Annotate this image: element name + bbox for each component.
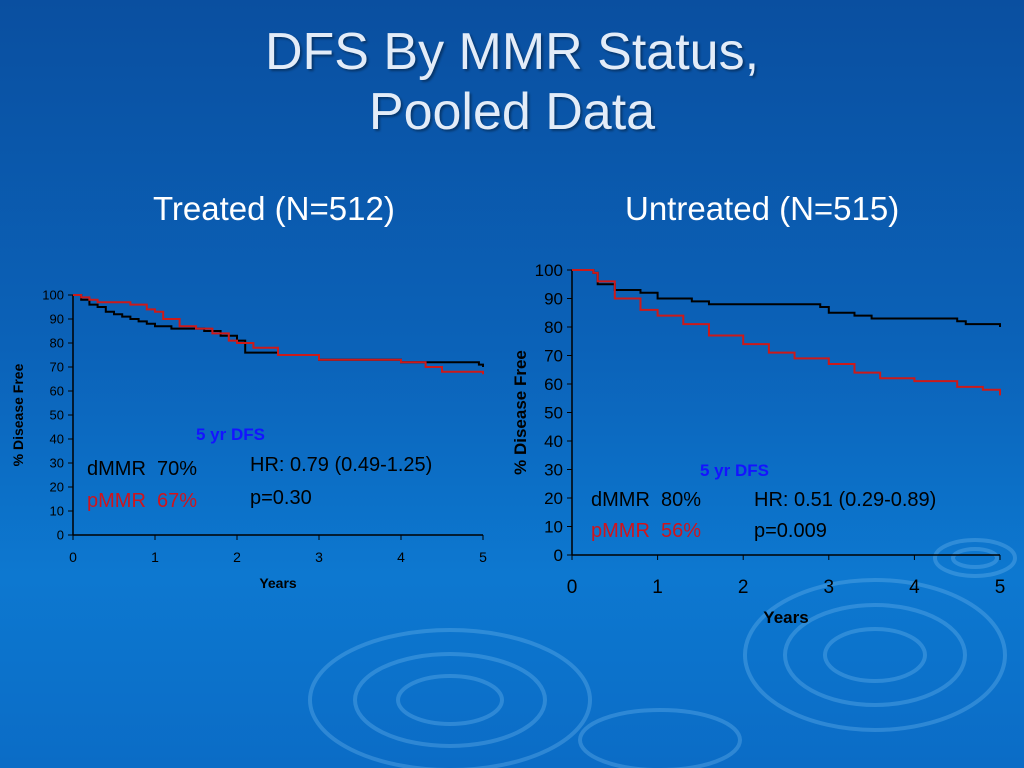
untreated-dmmr-name: dMMR [591, 489, 650, 511]
treated-dmmr-value: 70% [157, 458, 198, 480]
treated-x-tick-label: 0 [69, 549, 77, 565]
untreated-x-tick-label: 4 [909, 577, 920, 598]
untreated-y-tick-label: 20 [544, 489, 563, 508]
treated-pmmr-curve [73, 294, 484, 375]
treated-dmmr-label: dMMR 70% [87, 458, 197, 481]
untreated-pmmr-label: pMMR 56% [591, 520, 701, 543]
untreated-x-axis-label: Years [763, 608, 808, 627]
treated-y-axis-label: % Disease Free [10, 363, 26, 466]
untreated-y-tick-label: 80 [544, 318, 563, 337]
treated-x-axis-label: Years [259, 575, 297, 591]
treated-dmmr-name: dMMR [87, 458, 146, 480]
treated-y-tick-label: 70 [50, 360, 64, 375]
untreated-y-tick-label: 50 [544, 403, 563, 422]
treated-y-tick-label: 0 [57, 528, 64, 543]
treated-5yr-dfs-heading: 5 yr DFS [196, 425, 265, 444]
untreated-y-axis-label: % Disease Free [511, 350, 530, 475]
treated-hazard-ratio: HR: 0.79 (0.49-1.25) [250, 454, 433, 476]
untreated-5yr-dfs-heading: 5 yr DFS [700, 461, 769, 480]
untreated-dmmr-label: dMMR 80% [591, 489, 701, 512]
treated-y-tick-label: 20 [50, 480, 64, 495]
untreated-y-tick-label: 70 [544, 346, 563, 365]
treated-pmmr-label: pMMR 67% [87, 490, 197, 513]
treated-x-tick-label: 1 [151, 549, 159, 565]
untreated-p-value: p=0.009 [754, 520, 827, 542]
slide-title-line-1: DFS By MMR Status, [264, 23, 760, 81]
slide-title-line-2: Pooled Data [368, 83, 656, 141]
untreated-y-tick-label: 30 [544, 460, 563, 479]
untreated-y-tick-label: 10 [544, 517, 563, 536]
treated-x-tick-label: 2 [233, 549, 241, 565]
treated-y-tick-label: 30 [50, 456, 64, 471]
untreated-x-tick-label: 3 [824, 577, 835, 598]
untreated-x-tick-label: 5 [995, 577, 1006, 598]
untreated-pmmr-curve [572, 269, 1001, 396]
treated-y-tick-label: 90 [50, 312, 64, 327]
untreated-panel-title: Untreated (N=515) [625, 190, 900, 227]
treated-y-tick-label: 40 [50, 432, 64, 447]
treated-pmmr-name: pMMR [87, 490, 146, 512]
untreated-hazard-ratio: HR: 0.51 (0.29-0.89) [754, 489, 937, 511]
treated-panel-title: Treated (N=512) [153, 190, 395, 227]
untreated-dmmr-value: 80% [661, 489, 702, 511]
untreated-y-tick-label: 60 [544, 375, 563, 394]
slide-title: DFS By MMR Status, Pooled Data [0, 22, 1024, 142]
untreated-y-tick-label: 100 [535, 261, 563, 280]
untreated-y-tick-label: 90 [544, 289, 563, 308]
treated-x-tick-label: 5 [479, 549, 487, 565]
treated-y-tick-label: 100 [42, 288, 64, 303]
untreated-x-tick-label: 2 [738, 577, 749, 598]
treated-p-value: p=0.30 [250, 487, 312, 509]
untreated-x-tick-label: 0 [567, 577, 578, 598]
untreated-y-tick-label: 0 [554, 546, 563, 565]
treated-pmmr-value: 67% [157, 490, 198, 512]
untreated-x-tick-label: 1 [652, 577, 663, 598]
untreated-pmmr-name: pMMR [591, 520, 650, 542]
treated-x-tick-label: 4 [397, 549, 405, 565]
untreated-pmmr-value: 56% [661, 520, 702, 542]
treated-y-tick-label: 10 [50, 504, 64, 519]
treated-y-tick-label: 80 [50, 336, 64, 351]
treated-y-tick-label: 60 [50, 384, 64, 399]
treated-y-tick-label: 50 [50, 408, 64, 423]
treated-x-tick-label: 3 [315, 549, 323, 565]
untreated-y-tick-label: 40 [544, 432, 563, 451]
